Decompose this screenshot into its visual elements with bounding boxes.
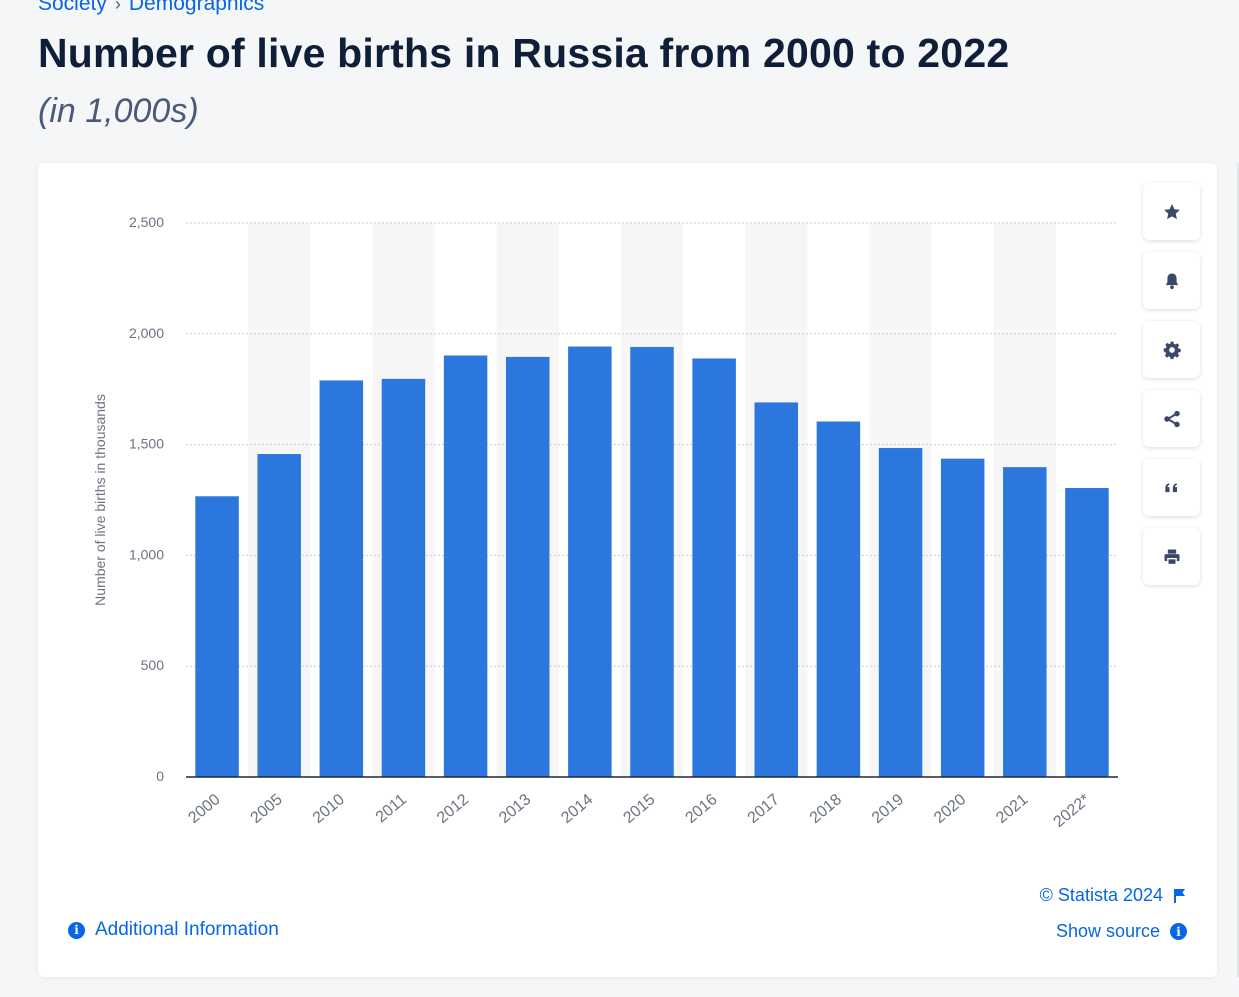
additional-information-label: Additional Information	[95, 919, 279, 940]
show-source-label: Show source	[1055, 921, 1160, 941]
bar-2017	[754, 402, 799, 777]
x-tick-label: 2010	[310, 791, 348, 827]
y-tick-label: 1,500	[129, 436, 164, 452]
printer-icon	[1164, 549, 1179, 565]
y-axis-title: Number of live births in thousands	[92, 394, 108, 606]
bar-2016	[692, 358, 736, 777]
breadcrumb-separator: ›	[114, 0, 121, 14]
print-button[interactable]	[1143, 528, 1200, 585]
chart-toolbar	[1143, 183, 1200, 585]
y-tick-label: 2,500	[129, 214, 164, 230]
chart-card: 0 500 1,000 1,500 2,000 2,500 2000 2005 2010 2011…	[38, 163, 1217, 977]
x-tick-label: 2018	[807, 791, 845, 827]
x-tick-label: 2019	[869, 791, 907, 827]
bar-2021	[1003, 467, 1047, 777]
bar-2014	[568, 346, 612, 777]
info-icon: i	[68, 921, 85, 939]
page-subtitle: (in 1,000s)	[38, 92, 199, 130]
x-tick-label: 2013	[496, 791, 534, 827]
share-icon	[1163, 410, 1180, 427]
breadcrumb: Society › Demographics	[38, 0, 264, 16]
copyright-text: © Statista 2024	[1039, 885, 1163, 905]
x-tick-label: 2012	[434, 791, 472, 827]
bar-2022	[1065, 488, 1109, 777]
y-tick-label: 1,000	[129, 546, 164, 562]
scroll-edge	[1237, 163, 1239, 977]
x-tick-label: 2016	[683, 791, 721, 827]
y-tick-label: 0	[156, 768, 164, 784]
bar-2000	[195, 496, 239, 777]
favorite-button[interactable]	[1143, 183, 1200, 240]
copyright[interactable]: © Statista 2024	[1040, 885, 1187, 906]
x-tick-label: 2021	[993, 791, 1031, 827]
bar-2010	[319, 380, 364, 777]
x-tick-label: 2005	[248, 791, 286, 827]
info-icon: i	[1170, 923, 1187, 940]
settings-button[interactable]	[1143, 321, 1200, 378]
cite-button[interactable]	[1143, 459, 1200, 516]
bar-2020	[940, 458, 985, 777]
breadcrumb-demographics[interactable]: Demographics	[128, 0, 265, 15]
bar-2013	[505, 356, 550, 777]
quote-icon	[1164, 482, 1177, 492]
bar-chart: 0 500 1,000 1,500 2,000 2,500 2000 2005 2010 2011…	[92, 214, 1118, 831]
bar-2019	[878, 448, 923, 777]
gear-icon	[1163, 341, 1181, 359]
breadcrumb-society[interactable]: Society	[38, 0, 107, 15]
x-tick-label: 2000	[185, 791, 223, 827]
x-tick-label: 2014	[558, 791, 596, 827]
bar-2012	[443, 355, 488, 777]
flag-icon	[1174, 888, 1185, 903]
x-tick-label: 2015	[620, 791, 658, 827]
bar-2011	[381, 378, 426, 777]
bar-2018	[816, 421, 861, 777]
bar-2015	[630, 346, 674, 777]
x-tick-label: 2011	[373, 791, 410, 826]
bell-icon	[1165, 273, 1178, 289]
page-title: Number of live births in Russia from 200…	[38, 30, 1010, 76]
additional-information-link[interactable]: i Additional Information	[68, 919, 279, 941]
star-icon	[1163, 203, 1180, 219]
show-source-link[interactable]: Show source i	[1056, 921, 1187, 942]
share-button[interactable]	[1143, 390, 1200, 447]
bar-2005	[257, 454, 301, 777]
x-tick-label: 2022*	[1051, 791, 1094, 831]
y-tick-label: 2,000	[129, 325, 164, 341]
notification-button[interactable]	[1143, 252, 1200, 309]
y-tick-label: 500	[141, 657, 165, 673]
x-tick-label: 2020	[931, 791, 969, 827]
x-tick-label: 2017	[745, 791, 783, 827]
